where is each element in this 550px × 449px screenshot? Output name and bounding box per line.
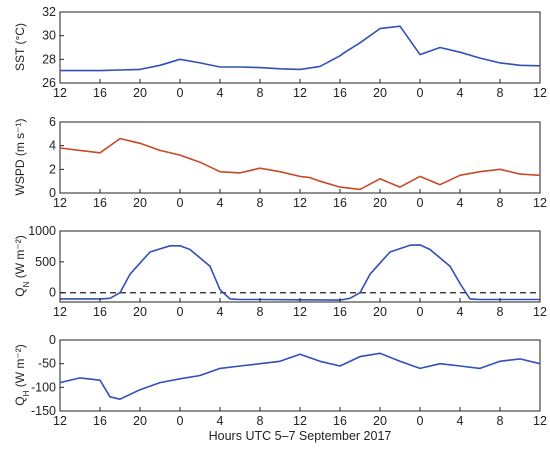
- x-tick-label: 0: [417, 196, 424, 210]
- x-tick-label: 20: [373, 414, 387, 428]
- panel-sst-frame: [59, 11, 541, 84]
- panel-qn-yticks: 0 500 1000: [28, 224, 64, 300]
- x-tick-label: 4: [457, 196, 464, 210]
- x-tick-label: 16: [93, 196, 107, 210]
- panel-sst-yticks: 26 28 30 32: [42, 5, 64, 90]
- y-tick-label: 4: [49, 139, 56, 153]
- panel-qn: 0 500 1000 12 16 20 0 4 8 12 16 20 0 4 8 12 QN (W m⁻²): [13, 224, 547, 319]
- y-tick-label: 0: [49, 186, 56, 200]
- y-tick-label: 26: [42, 76, 56, 90]
- x-tick-label: 4: [457, 305, 464, 319]
- x-tick-label: 16: [93, 305, 107, 319]
- x-tick-label: 0: [177, 86, 184, 100]
- panel-qn-ylabel: QN (W m⁻²): [13, 235, 31, 296]
- x-tick-label: 8: [257, 86, 264, 100]
- x-tick-label: 8: [497, 305, 504, 319]
- x-tick-label: 12: [293, 196, 307, 210]
- panel-qh-marks: [59, 352, 541, 400]
- panel-wspd: 0 2 4 6 12 16 20 0 4 8 12 16 20 0 4 8 12 WSPD (m s⁻¹): [13, 115, 547, 210]
- x-tick-label: 12: [53, 86, 67, 100]
- panel-qn-marks: [60, 244, 540, 301]
- panel-sst-ylabel: SST (°C): [13, 23, 27, 71]
- panel-qh-frame: [59, 339, 541, 412]
- x-tick-label: 16: [333, 86, 347, 100]
- x-tick-label: 4: [457, 414, 464, 428]
- x-tick-label: 0: [417, 305, 424, 319]
- y-tick-label: 1000: [28, 224, 56, 238]
- x-tick-label: 20: [133, 414, 147, 428]
- x-tick-label: 0: [177, 196, 184, 210]
- panel-sst-marks: [60, 25, 541, 72]
- x-tick-label: 12: [293, 86, 307, 100]
- x-tick-label: 12: [533, 196, 547, 210]
- x-tick-label: 20: [133, 86, 147, 100]
- x-tick-label: 20: [133, 305, 147, 319]
- x-tick-label: 4: [457, 86, 464, 100]
- x-tick-label: 12: [533, 305, 547, 319]
- series-line: [60, 25, 541, 72]
- x-tick-label: 16: [333, 196, 347, 210]
- y-tick-label: 0: [49, 333, 56, 347]
- x-tick-label: 20: [373, 196, 387, 210]
- series-line: [59, 352, 541, 400]
- panel-qh-ylabel: QH (W m⁻²): [13, 344, 31, 405]
- panel-qn-xticks: 12 16 20 0 4 8 12 16 20 0 4 8 12: [53, 298, 547, 319]
- y-tick-label: 6: [49, 115, 56, 129]
- panel-wspd-ylabel: WSPD (m s⁻¹): [13, 119, 27, 196]
- panel-wspd-xticks: 12 16 20 0 4 8 12 16 20 0 4 8 12: [53, 189, 547, 210]
- panel-wspd-frame: [59, 121, 541, 194]
- x-tick-label: 4: [217, 86, 224, 100]
- x-tick-label: 20: [373, 305, 387, 319]
- x-tick-label: 12: [53, 305, 67, 319]
- y-tick-label: 32: [42, 5, 56, 19]
- y-tick-label: -100: [31, 380, 56, 394]
- x-tick-label: 16: [93, 414, 107, 428]
- x-axis-label: Hours UTC 5–7 September 2017: [209, 429, 392, 443]
- y-tick-label: -50: [38, 357, 56, 371]
- y-tick-label: 28: [42, 52, 56, 66]
- x-tick-label: 12: [293, 305, 307, 319]
- y-tick-label: 2: [49, 162, 56, 176]
- x-tick-label: 0: [177, 414, 184, 428]
- x-tick-label: 12: [293, 414, 307, 428]
- x-tick-label: 12: [533, 86, 547, 100]
- panel-qh: -150 -100 -50 0 12 16 20 0 4 8 12 16 20 0 4 8 12 QH (W …: [13, 333, 547, 428]
- x-tick-label: 4: [217, 305, 224, 319]
- x-tick-label: 8: [257, 196, 264, 210]
- x-tick-label: 0: [417, 86, 424, 100]
- x-tick-label: 8: [497, 414, 504, 428]
- panel-qh-xticks: 12 16 20 0 4 8 12 16 20 0 4 8 12: [53, 407, 547, 428]
- x-tick-label: 4: [217, 196, 224, 210]
- panel-qh-yticks: -150 -100 -50 0: [31, 333, 64, 418]
- x-tick-label: 8: [257, 305, 264, 319]
- x-tick-label: 20: [133, 196, 147, 210]
- y-tick-label: 0: [49, 286, 56, 300]
- panel-sst-xticks: 12 16 20 0 4 8 12 16 20 0 4 8 12: [53, 79, 547, 100]
- y-tick-label: 30: [42, 29, 56, 43]
- x-tick-label: 8: [257, 414, 264, 428]
- panel-sst: 26 28 30 32 12 16 20 0 4 8 12 16 20 0 4 8 12 SST (°C): [13, 5, 547, 100]
- panel-qn-frame: [59, 230, 541, 303]
- x-tick-label: 0: [417, 414, 424, 428]
- y-tick-label: 500: [35, 255, 56, 269]
- x-tick-label: 8: [497, 86, 504, 100]
- x-tick-label: 12: [53, 414, 67, 428]
- x-tick-label: 12: [533, 414, 547, 428]
- y-tick-label: -150: [31, 404, 56, 418]
- x-tick-label: 16: [93, 86, 107, 100]
- series-line: [59, 137, 541, 191]
- x-tick-label: 8: [497, 196, 504, 210]
- x-tick-label: 0: [177, 305, 184, 319]
- x-tick-label: 16: [333, 305, 347, 319]
- x-tick-label: 4: [217, 414, 224, 428]
- panel-wspd-yticks: 0 2 4 6: [49, 115, 64, 200]
- x-tick-label: 16: [333, 414, 347, 428]
- x-tick-label: 12: [53, 196, 67, 210]
- series-line: [60, 244, 540, 301]
- x-tick-label: 20: [373, 86, 387, 100]
- panel-wspd-marks: [59, 137, 541, 191]
